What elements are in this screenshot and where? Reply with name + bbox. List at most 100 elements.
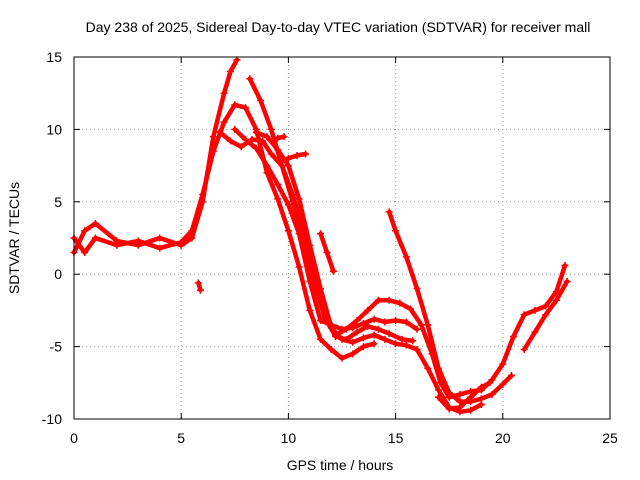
data-point-marker bbox=[381, 318, 389, 326]
data-point-marker bbox=[413, 325, 421, 333]
data-point-marker bbox=[263, 133, 271, 141]
x-tick-label: 10 bbox=[281, 430, 297, 446]
chart-title: Day 238 of 2025, Sidereal Day-to-day VTE… bbox=[86, 19, 591, 35]
data-point-marker bbox=[242, 136, 250, 144]
data-point-marker bbox=[434, 386, 442, 394]
data-point-marker bbox=[134, 241, 142, 249]
data-point-marker bbox=[370, 315, 378, 323]
y-tick-label: 5 bbox=[54, 194, 62, 210]
data-point-marker bbox=[374, 296, 382, 304]
data-point-marker bbox=[531, 306, 539, 314]
data-point-marker bbox=[374, 325, 382, 333]
data-point-marker bbox=[295, 230, 303, 238]
data-point-marker bbox=[327, 345, 335, 353]
data-point-marker bbox=[499, 360, 507, 368]
data-point-marker bbox=[486, 379, 494, 387]
data-point-marker bbox=[276, 157, 284, 165]
data-point-marker bbox=[359, 334, 367, 342]
data-point-marker bbox=[91, 234, 99, 242]
data-point-marker bbox=[510, 332, 518, 340]
data-point-marker bbox=[156, 244, 164, 252]
data-point-marker bbox=[220, 118, 228, 126]
data-point-marker bbox=[563, 277, 571, 285]
series-track-12 bbox=[520, 277, 571, 353]
data-point-marker bbox=[252, 144, 260, 152]
data-point-marker bbox=[392, 317, 400, 325]
data-point-marker bbox=[91, 220, 99, 228]
series-trace bbox=[217, 130, 568, 400]
data-point-marker bbox=[113, 237, 121, 245]
data-point-marker bbox=[424, 321, 432, 329]
data-point-marker bbox=[329, 267, 337, 275]
data-point-marker bbox=[306, 241, 314, 249]
data-point-marker bbox=[220, 89, 228, 97]
data-point-marker bbox=[227, 67, 235, 75]
x-tick-label: 25 bbox=[602, 430, 618, 446]
data-point-marker bbox=[552, 296, 560, 304]
data-point-marker bbox=[177, 241, 185, 249]
x-axis-label: GPS time / hours bbox=[287, 457, 394, 473]
data-point-marker bbox=[385, 330, 393, 338]
data-point-marker bbox=[552, 288, 560, 296]
series-track-9 bbox=[317, 230, 337, 275]
y-tick-label: -5 bbox=[50, 339, 63, 355]
data-point-marker bbox=[359, 343, 367, 351]
data-point-marker bbox=[274, 134, 282, 142]
data-point-marker bbox=[542, 311, 550, 319]
y-tick-label: 10 bbox=[46, 121, 62, 137]
data-point-marker bbox=[349, 338, 357, 346]
data-point-marker bbox=[477, 395, 485, 403]
data-point-marker bbox=[81, 227, 89, 235]
data-point-marker bbox=[259, 137, 267, 145]
data-point-marker bbox=[542, 302, 550, 310]
series-trace bbox=[277, 151, 308, 164]
data-point-marker bbox=[188, 234, 196, 242]
data-point-marker bbox=[434, 393, 442, 401]
data-point-marker bbox=[278, 162, 286, 170]
data-point-marker bbox=[456, 403, 464, 411]
data-point-marker bbox=[257, 96, 265, 104]
data-point-marker bbox=[531, 328, 539, 336]
x-tick-label: 20 bbox=[495, 430, 511, 446]
data-point-marker bbox=[263, 162, 271, 170]
data-point-marker bbox=[267, 150, 275, 158]
data-point-marker bbox=[317, 285, 325, 293]
data-point-marker bbox=[216, 128, 224, 136]
data-point-marker bbox=[284, 162, 292, 170]
data-point-marker bbox=[467, 406, 475, 414]
series-track-13 bbox=[194, 279, 204, 294]
data-point-marker bbox=[252, 128, 260, 136]
data-point-marker bbox=[456, 390, 464, 398]
data-point-marker bbox=[392, 227, 400, 235]
data-point-marker bbox=[349, 350, 357, 358]
x-tick-label: 15 bbox=[388, 430, 404, 446]
data-point-marker bbox=[370, 340, 378, 348]
data-point-marker bbox=[445, 405, 453, 413]
data-point-marker bbox=[477, 383, 485, 391]
data-point-marker bbox=[196, 286, 204, 294]
data-point-marker bbox=[413, 285, 421, 293]
series-track-5 bbox=[231, 125, 421, 333]
data-point-marker bbox=[385, 296, 393, 304]
series-track-7 bbox=[274, 133, 288, 142]
data-point-marker bbox=[209, 133, 217, 141]
data-point-marker bbox=[317, 335, 325, 343]
data-point-marker bbox=[424, 364, 432, 372]
data-point-marker bbox=[370, 331, 378, 339]
data-point-marker bbox=[520, 311, 528, 319]
data-point-marker bbox=[507, 372, 515, 380]
series-trace bbox=[253, 130, 484, 415]
data-point-marker bbox=[156, 234, 164, 242]
data-point-marker bbox=[280, 133, 288, 141]
data-point-marker bbox=[199, 198, 207, 206]
data-point-marker bbox=[317, 230, 325, 238]
data-point-marker bbox=[242, 104, 250, 112]
series-track-6 bbox=[252, 128, 485, 416]
data-point-marker bbox=[413, 345, 421, 353]
data-point-marker bbox=[289, 191, 297, 199]
series-track-10 bbox=[385, 208, 515, 406]
plot-frame bbox=[73, 56, 611, 420]
data-point-marker bbox=[295, 263, 303, 271]
data-point-marker bbox=[409, 337, 417, 345]
data-point-marker bbox=[353, 317, 361, 325]
